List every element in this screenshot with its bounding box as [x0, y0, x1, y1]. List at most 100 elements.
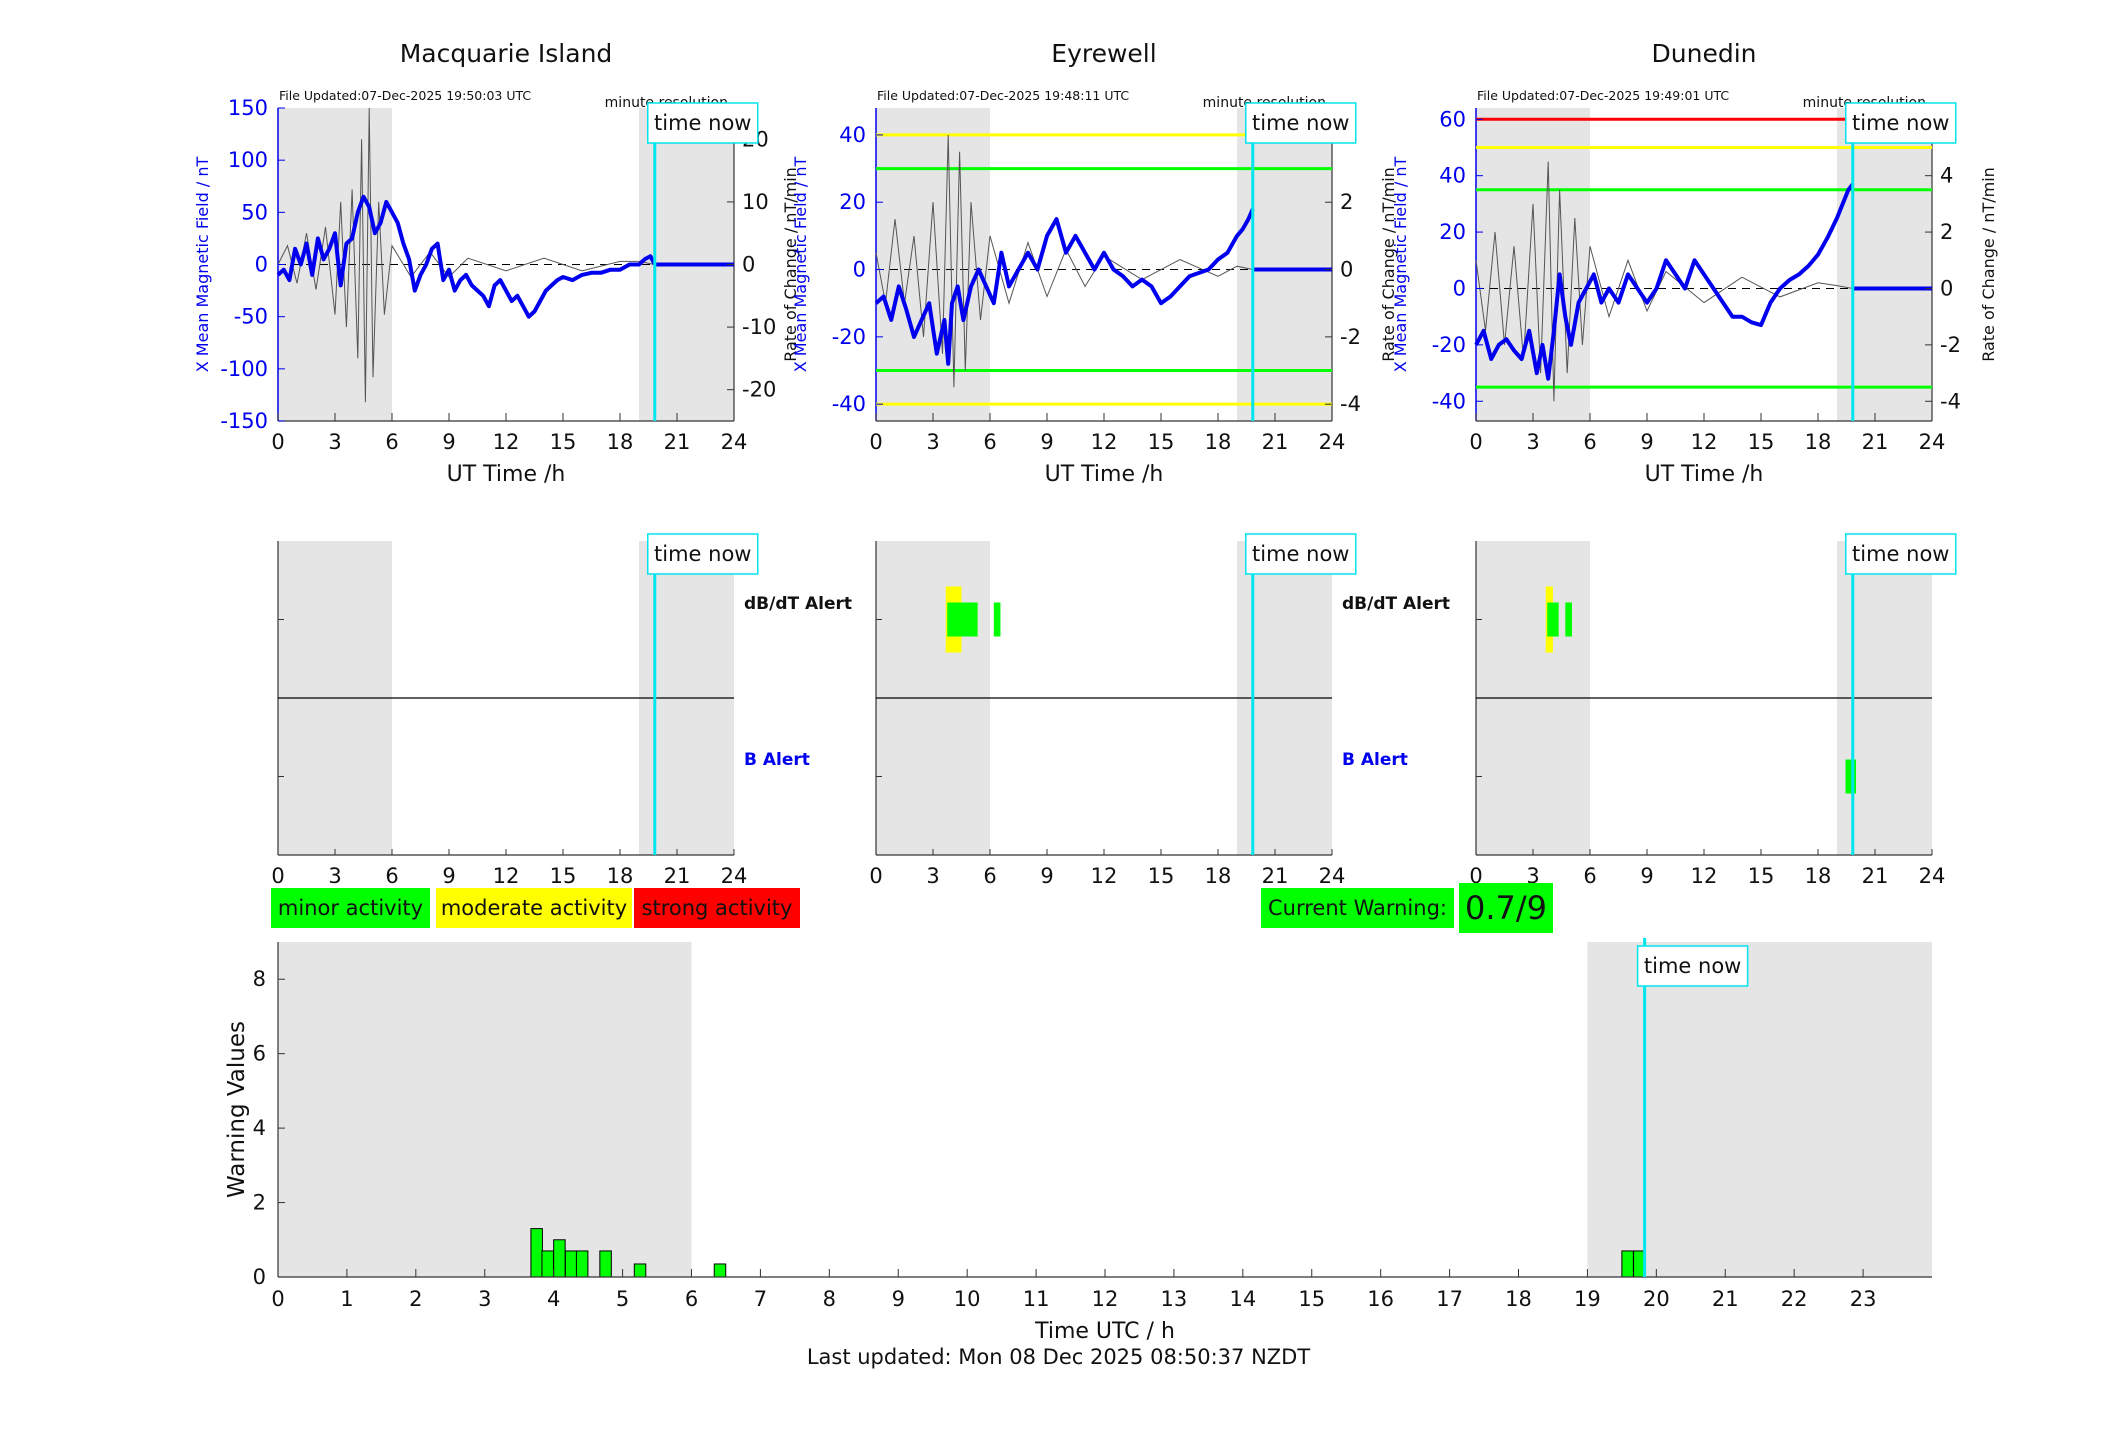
top-macquarie-island-x-tick-label-9: 9: [442, 430, 455, 454]
alerts-eyrewell-dbdt-alert-bar-3: [971, 602, 978, 637]
top-eyrewell-x-tick-label-9: 9: [1040, 430, 1053, 454]
top-macquarie-island-x-axis-label: UT Time /h: [447, 462, 566, 487]
alerts-dunedin-time-now-label: time now: [1852, 542, 1949, 566]
top-dunedin-x-tick-label-6: 6: [1583, 430, 1596, 454]
top-dunedin-y-tick-label-0: 0: [1453, 276, 1466, 300]
top-macquarie-island-y2-tick-label-10: 10: [742, 190, 769, 214]
alerts-dunedin-x-tick-label-3: 3: [1526, 864, 1539, 888]
top-eyrewell-x-tick-label-12: 12: [1091, 430, 1118, 454]
warning-x-axis-label: Time UTC / h: [1034, 1319, 1175, 1344]
warning-bar-2: [553, 1239, 566, 1278]
top-eyrewell-y-tick-label-40: 40: [839, 123, 866, 147]
top-eyrewell-x-tick-label-3: 3: [926, 430, 939, 454]
legend-minor-activity: minor activity: [271, 888, 430, 928]
warning-bar-0: [530, 1228, 543, 1278]
alerts-eyrewell-b-alert-label: B Alert: [1342, 750, 1408, 770]
alerts-eyrewell-dbdt-alert-bar-1: [947, 602, 962, 637]
top-dunedin-x-tick-label-15: 15: [1748, 430, 1775, 454]
warning-x-tick-label-6: 6: [685, 1287, 698, 1311]
top-eyrewell-x-tick-label-24: 24: [1319, 430, 1346, 454]
warning-x-tick-label-21: 21: [1712, 1287, 1739, 1311]
alerts-dunedin-x-tick-label-6: 6: [1583, 864, 1596, 888]
top-macquarie-island-y2-tick-label-0: 0: [742, 253, 755, 277]
top-macquarie-island-x-tick-label-0: 0: [271, 430, 284, 454]
warning-x-tick-label-13: 13: [1161, 1287, 1188, 1311]
warning-x-tick-label-1: 1: [340, 1287, 353, 1311]
alerts-eyrewell-x-tick-label-18: 18: [1205, 864, 1232, 888]
top-macquarie-island-x-tick-label-21: 21: [664, 430, 691, 454]
top-dunedin-y2-tick-label-2: 2: [1940, 220, 1953, 244]
alerts-dunedin-b-alert-bar-0: [1845, 759, 1856, 794]
warning-bar-8: [1621, 1250, 1634, 1278]
top-dunedin-y2-tick-label-0: 0: [1940, 276, 1953, 300]
alerts-dunedin-dbdt-alert-bar-2: [1565, 602, 1572, 637]
top-macquarie-island-x-tick-label-3: 3: [328, 430, 341, 454]
top-macquarie-island-x-tick-label-15: 15: [550, 430, 577, 454]
top-macquarie-island-x-tick-label-6: 6: [385, 430, 398, 454]
top-eyrewell-x-tick-label-18: 18: [1205, 430, 1232, 454]
top-eyrewell-rate-series: [875, 134, 1253, 388]
alerts-macquarie-island-x-tick-label-21: 21: [664, 864, 691, 888]
warning-x-tick-label-18: 18: [1505, 1287, 1532, 1311]
top-dunedin-y-tick-label--40: -40: [1432, 389, 1466, 413]
top-eyrewell-x-tick-label-0: 0: [869, 430, 882, 454]
warning-y-tick-label-8: 8: [253, 967, 266, 991]
warning-bar-3: [564, 1250, 578, 1278]
top-dunedin-y-tick-label-60: 60: [1439, 107, 1466, 131]
top-macquarie-island-y2-tick-label--10: -10: [742, 315, 776, 339]
top-dunedin-night-shading-0: [1476, 108, 1590, 421]
warning-x-tick-label-0: 0: [271, 1287, 284, 1311]
warning-y-tick-label-6: 6: [253, 1042, 266, 1066]
top-dunedin-x-tick-label-12: 12: [1691, 430, 1718, 454]
warning-bar-5: [599, 1250, 612, 1278]
top-macquarie-island-x-tick-label-12: 12: [493, 430, 520, 454]
alerts-dunedin-x-tick-label-15: 15: [1748, 864, 1775, 888]
warning-y-tick-label-2: 2: [253, 1191, 266, 1215]
warning-bar-1: [541, 1250, 554, 1278]
alerts-macquarie-island-time-now-label: time now: [654, 542, 751, 566]
top-dunedin-y-tick-label-40: 40: [1439, 164, 1466, 188]
warning-x-tick-label-17: 17: [1436, 1287, 1463, 1311]
top-eyrewell-y-tick-label--40: -40: [832, 392, 866, 416]
top-eyrewell-y-tick-label--20: -20: [832, 325, 866, 349]
top-eyrewell-title: Eyrewell: [1051, 39, 1156, 68]
alerts-dunedin-dbdt-alert-bar-1: [1547, 602, 1559, 637]
alerts-eyrewell-dbdt-alert-label: dB/dT Alert: [1342, 594, 1450, 614]
warning-x-tick-label-20: 20: [1643, 1287, 1670, 1311]
warning-x-tick-label-2: 2: [409, 1287, 422, 1311]
alerts-macquarie-island-x-tick-label-24: 24: [721, 864, 748, 888]
warning-x-tick-label-12: 12: [1092, 1287, 1119, 1311]
alerts-macquarie-island-time-now-box: [647, 533, 759, 575]
top-eyrewell-y-tick-label-20: 20: [839, 190, 866, 214]
top-dunedin-x-tick-label-24: 24: [1919, 430, 1946, 454]
alerts-eyrewell-x-tick-label-0: 0: [869, 864, 882, 888]
top-macquarie-island-rate-series: [277, 107, 655, 403]
top-dunedin-x-tick-label-18: 18: [1805, 430, 1832, 454]
top-eyrewell-x-axis-label: UT Time /h: [1045, 462, 1164, 487]
warning-x-tick-label-15: 15: [1298, 1287, 1325, 1311]
top-dunedin-y-tick-label-20: 20: [1439, 220, 1466, 244]
alerts-eyrewell-x-tick-label-24: 24: [1319, 864, 1346, 888]
alerts-dunedin-x-tick-label-24: 24: [1919, 864, 1946, 888]
top-dunedin-y-axis-label: X Mean Magnetic Field / nT: [1391, 157, 1410, 373]
alerts-macquarie-island-dbdt-alert-label: dB/dT Alert: [744, 594, 852, 614]
top-macquarie-island-y-tick-label-150: 150: [228, 96, 268, 120]
top-dunedin-x-tick-label-21: 21: [1862, 430, 1889, 454]
current-warning-label: Current Warning:: [1261, 888, 1454, 928]
warning-bar-4: [575, 1250, 589, 1278]
top-macquarie-island-y-tick-label-50: 50: [241, 200, 268, 224]
warning-y-axis-label: Warning Values: [224, 1021, 250, 1198]
top-eyrewell-y2-tick-label-2: 2: [1340, 190, 1353, 214]
top-eyrewell-y2-tick-label--4: -4: [1340, 392, 1361, 416]
top-eyrewell-x-tick-label-15: 15: [1148, 430, 1175, 454]
top-macquarie-island-title: Macquarie Island: [400, 39, 613, 68]
alerts-dunedin-time-now-box: [1845, 533, 1957, 575]
alerts-macquarie-island-x-tick-label-6: 6: [385, 864, 398, 888]
top-dunedin-field-series: [1474, 182, 1855, 381]
warning-time-now-label: time now: [1644, 954, 1741, 978]
warning-x-tick-label-19: 19: [1574, 1287, 1601, 1311]
top-dunedin-rate-series: [1475, 161, 1853, 402]
top-macquarie-island-y-tick-label--100: -100: [220, 357, 268, 381]
alerts-eyrewell-x-tick-label-12: 12: [1091, 864, 1118, 888]
